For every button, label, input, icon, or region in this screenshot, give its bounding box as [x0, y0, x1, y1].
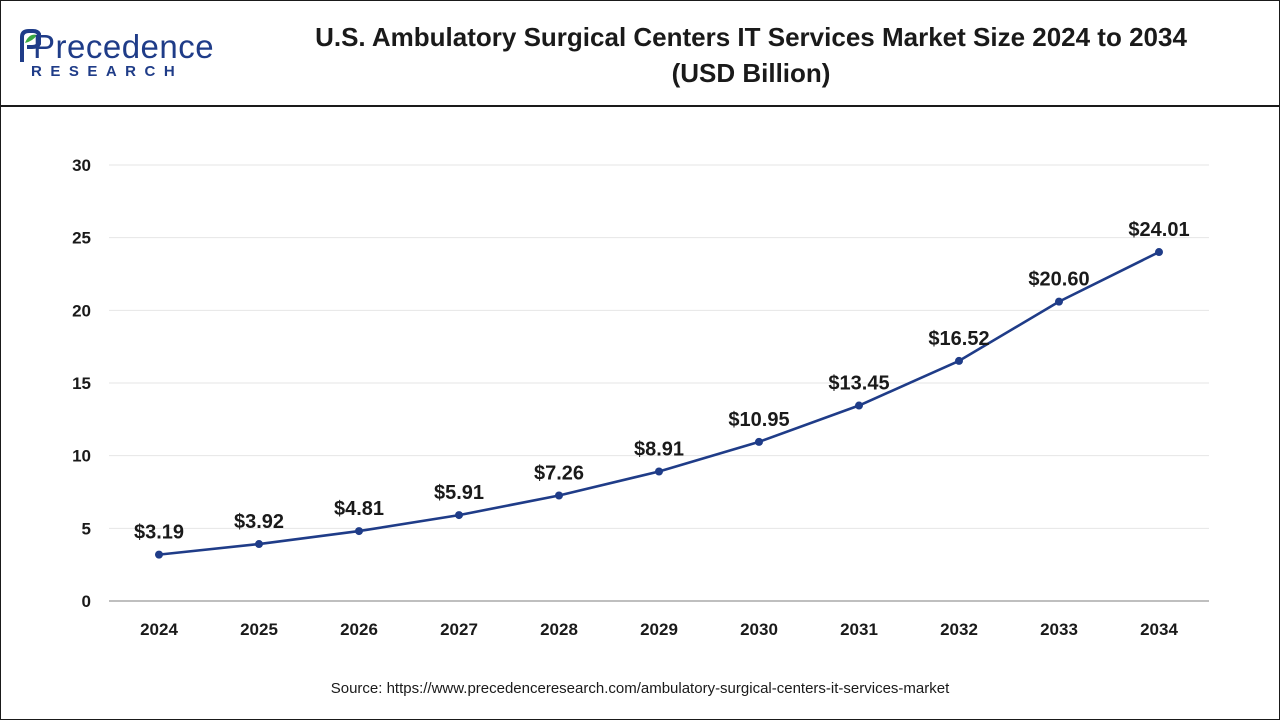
x-tick-label: 2034 — [1140, 620, 1178, 639]
data-label: $24.01 — [1128, 219, 1189, 241]
x-tick-label: 2027 — [440, 620, 478, 639]
data-label: $20.60 — [1028, 269, 1089, 291]
chart-title-line2: (USD Billion) — [671, 58, 831, 88]
x-tick-label: 2031 — [840, 620, 878, 639]
data-point — [855, 401, 863, 410]
brand-logo: Precedence RESEARCH — [19, 25, 219, 85]
brand-name: Precedence — [33, 28, 215, 65]
x-tick-label: 2029 — [640, 620, 678, 639]
leaf-icon — [20, 29, 41, 62]
data-label: $3.92 — [234, 511, 284, 533]
series-line — [157, 250, 1161, 556]
data-point — [955, 356, 963, 365]
x-tick-label: 2033 — [1040, 620, 1078, 639]
data-label: $3.19 — [134, 522, 184, 544]
data-point — [755, 437, 763, 446]
data-label: $7.26 — [534, 462, 584, 484]
data-label: $16.52 — [928, 328, 989, 350]
x-tick-label: 2024 — [140, 620, 178, 639]
data-point — [1055, 297, 1063, 306]
source-note: Source: https://www.precedenceresearch.c… — [330, 680, 950, 697]
y-tick-label: 5 — [82, 519, 91, 538]
x-tick-label: 2028 — [540, 620, 578, 639]
header: Precedence RESEARCH U.S. Ambulatory Surg… — [1, 1, 1279, 107]
data-point — [455, 511, 463, 520]
data-point — [655, 467, 663, 476]
chart-title: U.S. Ambulatory Surgical Centers IT Serv… — [241, 19, 1261, 91]
x-tick-label: 2032 — [940, 620, 978, 639]
data-point — [255, 540, 263, 549]
data-point — [555, 491, 563, 500]
y-tick-label: 10 — [72, 447, 91, 466]
data-label: $13.45 — [828, 373, 889, 395]
data-label: $5.91 — [434, 482, 484, 504]
data-point — [355, 527, 363, 536]
y-tick-label: 25 — [72, 229, 91, 248]
data-point — [1155, 248, 1163, 257]
data-point — [155, 550, 163, 559]
chart-title-line1: U.S. Ambulatory Surgical Centers IT Serv… — [315, 22, 1187, 52]
y-tick-label: 30 — [72, 156, 91, 175]
data-label: $8.91 — [634, 439, 684, 461]
y-tick-label: 0 — [82, 592, 91, 611]
y-tick-label: 15 — [72, 374, 91, 393]
x-tick-label: 2030 — [740, 620, 778, 639]
data-label: $4.81 — [334, 498, 384, 520]
y-tick-label: 20 — [72, 301, 91, 320]
x-tick-label: 2026 — [340, 620, 378, 639]
brand-sub: RESEARCH — [31, 63, 184, 80]
data-label: $10.95 — [728, 409, 789, 431]
x-tick-label: 2025 — [240, 620, 278, 639]
